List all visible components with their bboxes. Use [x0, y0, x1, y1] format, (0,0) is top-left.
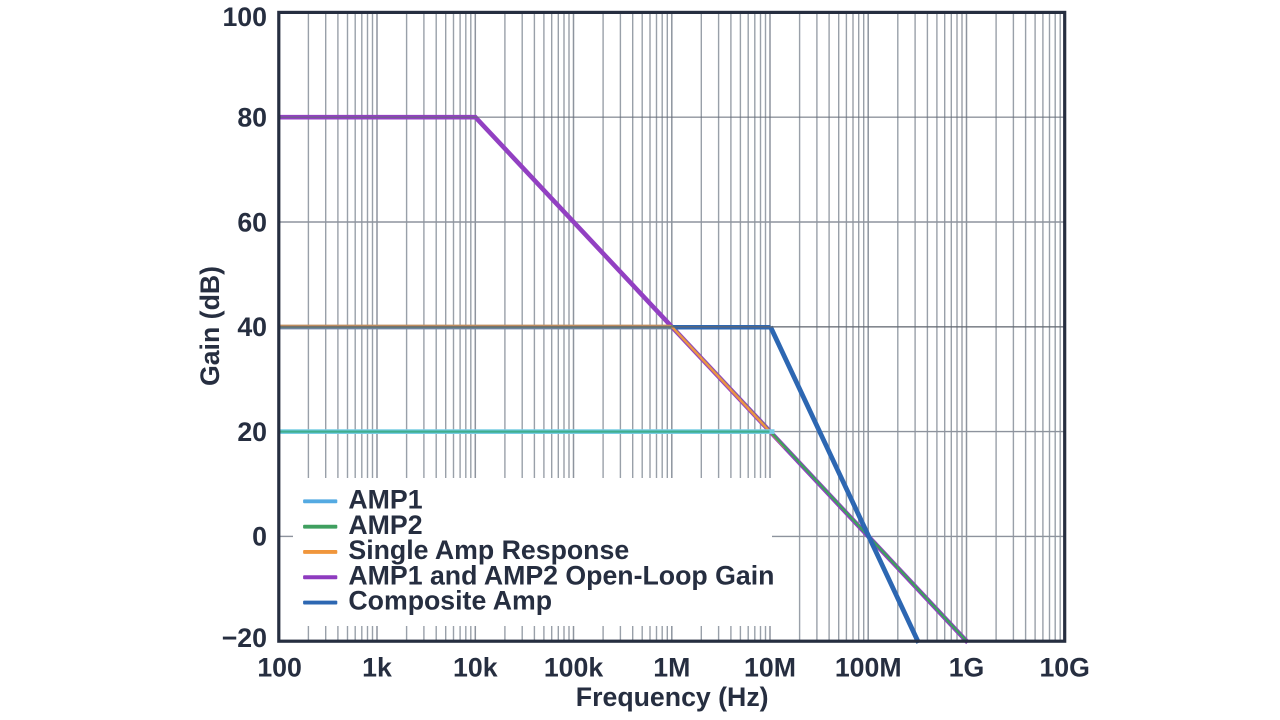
svg-text:100k: 100k — [544, 653, 604, 683]
svg-text:10M: 10M — [744, 653, 796, 683]
svg-text:80: 80 — [237, 103, 267, 133]
svg-text:1k: 1k — [362, 653, 392, 683]
svg-text:AMP1 and AMP2 Open-Loop Gain: AMP1 and AMP2 Open-Loop Gain — [348, 560, 774, 590]
svg-text:Composite Amp: Composite Amp — [348, 586, 552, 616]
svg-text:Gain (dB): Gain (dB) — [195, 266, 225, 386]
svg-text:20: 20 — [237, 417, 267, 447]
svg-text:1G: 1G — [949, 653, 985, 683]
svg-text:100M: 100M — [835, 653, 902, 683]
svg-text:Single Amp Response: Single Amp Response — [348, 535, 629, 565]
svg-text:−20: −20 — [222, 623, 267, 653]
svg-text:40: 40 — [237, 312, 267, 342]
svg-text:1M: 1M — [653, 653, 690, 683]
svg-text:Frequency (Hz): Frequency (Hz) — [576, 682, 769, 712]
svg-text:AMP2: AMP2 — [348, 510, 422, 540]
svg-text:60: 60 — [237, 207, 267, 237]
svg-text:10G: 10G — [1039, 653, 1089, 683]
svg-text:100: 100 — [222, 2, 267, 32]
svg-text:0: 0 — [252, 522, 267, 552]
svg-text:10k: 10k — [453, 653, 498, 683]
svg-text:AMP1: AMP1 — [348, 485, 422, 515]
svg-text:100: 100 — [257, 653, 302, 683]
